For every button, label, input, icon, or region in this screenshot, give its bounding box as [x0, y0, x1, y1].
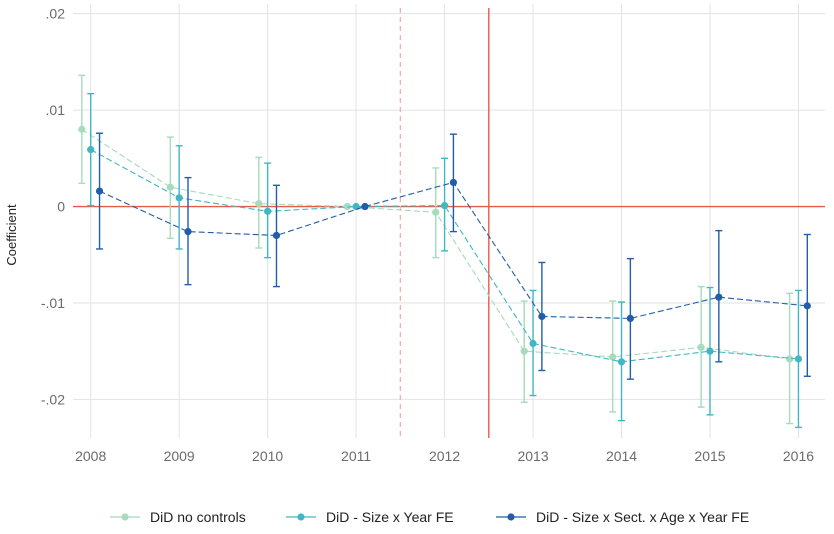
data-point	[520, 347, 528, 355]
series-1	[78, 74, 794, 425]
x-tick-label: 2012	[429, 448, 460, 464]
y-axis-title: Coefficient	[4, 204, 19, 266]
data-point	[272, 231, 281, 240]
grid-lines	[73, 4, 825, 438]
y-tick-label: 0	[57, 199, 65, 215]
legend-item-3: DiD - Size x Sect. x Age x Year FE	[496, 509, 749, 525]
data-point	[803, 302, 811, 310]
data-point	[166, 183, 174, 191]
axes: Coefficient .02 .01 0 -.01 -.02 2008 2009 2010 2…	[4, 6, 814, 464]
x-tick-label: 2015	[694, 448, 725, 464]
data-point	[538, 312, 546, 321]
data-point	[794, 355, 803, 363]
data-point	[529, 339, 537, 348]
y-tick-label: .02	[46, 6, 66, 22]
legend-item-2: DiD - Size x Year FE	[286, 509, 454, 525]
data-point	[78, 125, 86, 133]
data-point	[184, 228, 192, 236]
x-tick-label: 2009	[164, 448, 195, 464]
x-tick-label: 2008	[75, 448, 106, 464]
series-2	[87, 92, 803, 429]
legend-label: DiD - Size x Sect. x Age x Year FE	[536, 509, 749, 525]
data-point	[715, 293, 723, 301]
y-tick-label: -.01	[41, 295, 65, 311]
legend-item-1: DiD no controls	[110, 509, 246, 525]
data-point	[449, 178, 458, 187]
series-layer	[78, 74, 811, 429]
legend: DiD no controls DiD - Size x Year FE DiD -…	[110, 509, 749, 525]
x-tick-label: 2013	[517, 448, 548, 464]
x-tick-label: 2010	[252, 448, 283, 464]
data-point	[440, 201, 449, 210]
series-line	[90, 149, 799, 363]
data-point	[432, 208, 440, 216]
data-point	[697, 343, 705, 351]
x-tick-label: 2014	[606, 448, 637, 464]
series-3	[95, 132, 811, 380]
data-point	[626, 314, 634, 323]
x-tick-label: 2016	[783, 448, 814, 464]
legend-marker	[121, 513, 129, 521]
legend-label: DiD no controls	[150, 509, 246, 525]
legend-label: DiD - Size x Year FE	[326, 509, 454, 525]
data-point	[87, 146, 95, 154]
legend-marker	[297, 513, 305, 521]
data-point	[255, 200, 263, 208]
data-point	[706, 347, 714, 355]
data-point	[609, 353, 617, 361]
y-tick-label: -.02	[41, 391, 65, 407]
data-point	[175, 194, 183, 202]
data-point	[617, 358, 626, 366]
y-tick-label: .01	[46, 102, 66, 118]
data-point	[95, 187, 104, 195]
data-point	[361, 202, 369, 211]
x-tick-label: 2011	[341, 448, 371, 464]
data-point	[786, 355, 794, 363]
data-point	[264, 207, 272, 215]
legend-marker	[507, 513, 515, 521]
reference-lines	[73, 8, 825, 438]
